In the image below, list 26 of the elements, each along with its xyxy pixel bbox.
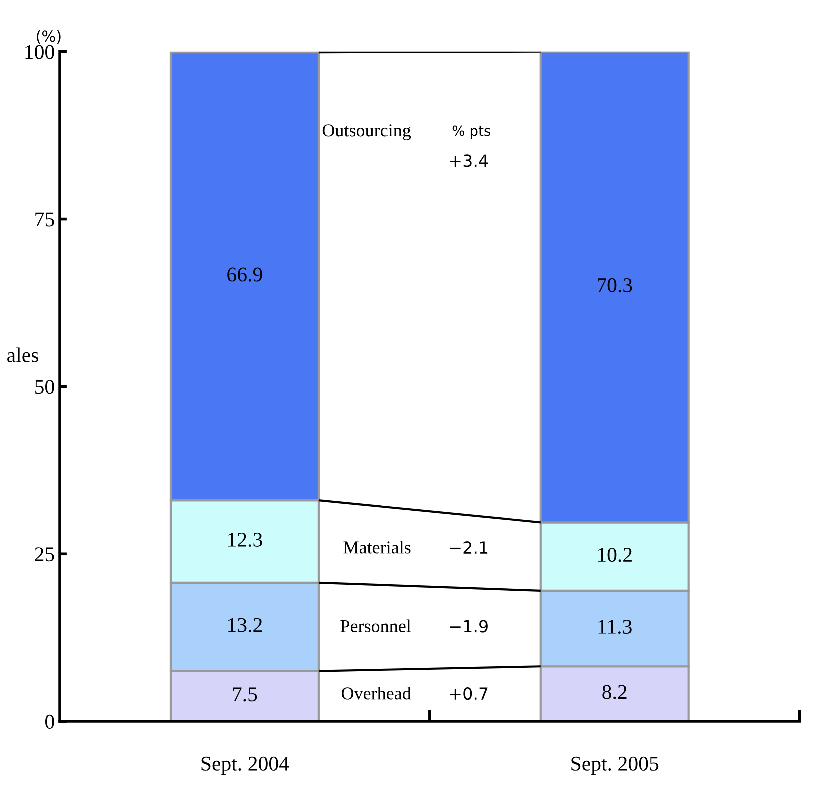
data-label: 70.3 — [598, 278, 632, 293]
y-tick-label: 100 — [26, 45, 54, 60]
data-label: 10.2 — [598, 548, 632, 562]
series-label: Personnel — [340, 620, 412, 632]
y-axis-title: ales — [8, 348, 38, 362]
text: (%) — [37, 30, 61, 44]
y-tick-label: 0 — [46, 714, 54, 729]
annotation: −1.9 — [450, 620, 488, 633]
series-label: Outsourcing — [322, 124, 412, 140]
y-tick-label: 50 — [36, 380, 54, 394]
data-label: 7.5 — [233, 688, 258, 702]
annotation: +3.4 — [450, 154, 488, 168]
series-label: Overhead — [342, 687, 412, 700]
data-label: 11.3 — [598, 620, 632, 634]
series-label: Materials — [344, 541, 411, 554]
annotation: −2.1 — [450, 542, 488, 554]
x-tick-label: Sept. 2005 — [572, 756, 659, 776]
data-label: 12.3 — [228, 532, 262, 548]
annotation: +0.7 — [450, 687, 488, 700]
x-tick-label: Sept. 2004 — [202, 756, 290, 776]
data-label: 13.2 — [228, 618, 262, 632]
y-tick-label: 75 — [36, 212, 54, 227]
annotation: % pts — [452, 126, 491, 139]
data-label: 8.2 — [602, 685, 627, 700]
y-tick-label: 25 — [35, 548, 54, 562]
data-label: 66.9 — [228, 268, 262, 282]
